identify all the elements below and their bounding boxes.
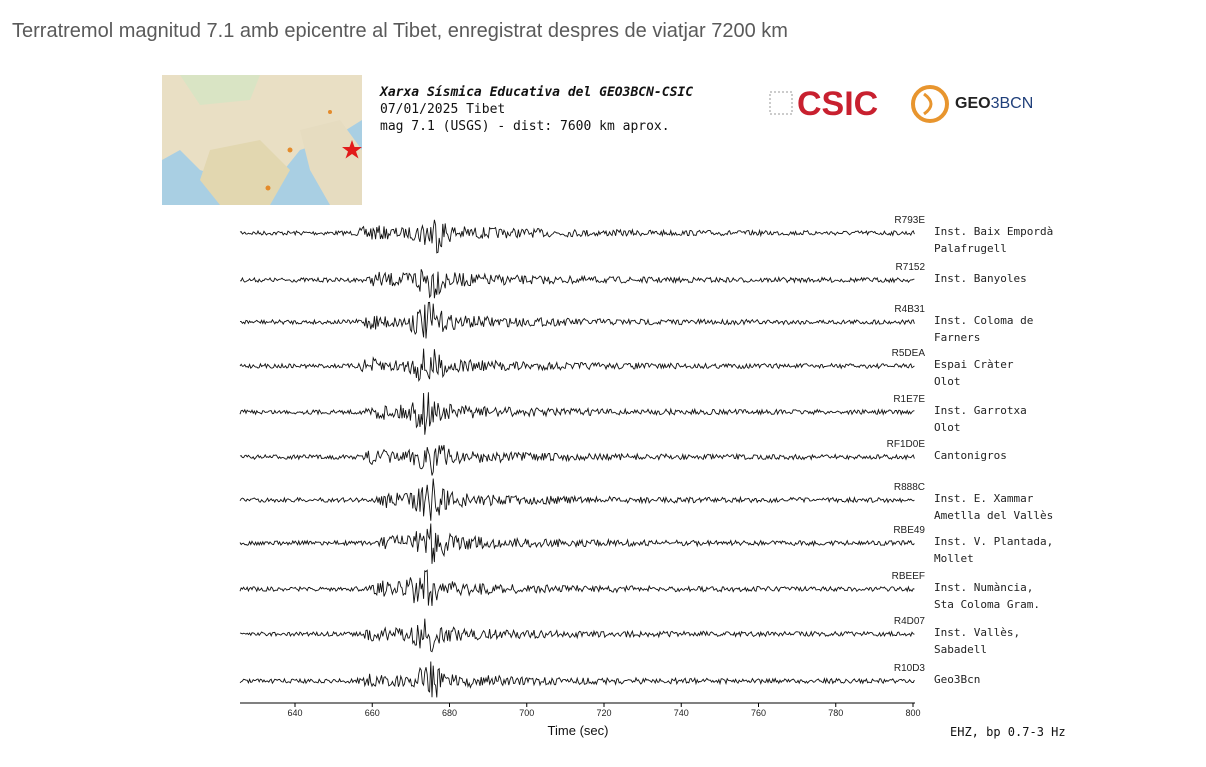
station-code: R10D3 (894, 663, 926, 674)
station-code: R1E7E (893, 394, 925, 405)
waveform (239, 478, 915, 521)
waveform (239, 661, 915, 698)
station-label: Geo3Bcn (934, 673, 980, 686)
geo-bold: GEO (955, 95, 991, 112)
station-label: Olot (934, 421, 961, 434)
station-code: RF1D0E (887, 439, 926, 450)
x-axis-ticks: 640 660 680 700 720 740 760 780 800 (287, 703, 921, 718)
seismograms: R793E Inst. Baix Empordà Palafrugell R7152 I… (239, 215, 1053, 698)
station-code: RBEEF (892, 571, 925, 582)
waveform (239, 301, 915, 339)
station-label: Inst. Numància, (934, 581, 1033, 594)
station-label: Inst. Banyoles (934, 272, 1027, 285)
waveform (239, 618, 915, 653)
station-label: Inst. V. Plantada, (934, 535, 1053, 548)
x-tick-label: 780 (828, 708, 843, 718)
x-axis-label: Time (sec) (548, 723, 609, 738)
station-label: Inst. Vallès, (934, 626, 1020, 639)
station-label: Inst. Baix Empordà (934, 225, 1053, 238)
station-label: Farners (934, 331, 980, 344)
geo3bcn-text: GEO3BCN (955, 95, 1033, 112)
figure-heading: Xarxa Sísmica Educativa del GEO3BCN-CSIC (379, 85, 693, 100)
station-label: Ametlla del Vallès (934, 509, 1053, 522)
x-tick-label: 640 (287, 708, 302, 718)
x-tick-label: 720 (596, 708, 611, 718)
figure-date: 07/01/2025 Tibet (380, 102, 505, 117)
figure-magnitude: mag 7.1 (USGS) - dist: 7600 km aprox. (380, 119, 670, 134)
x-tick-label: 680 (442, 708, 457, 718)
station-code: R4D07 (894, 616, 926, 627)
station-code: R4B31 (894, 304, 925, 315)
station-code: R793E (894, 215, 925, 226)
geo-light: 3BCN (991, 95, 1034, 112)
station-label: Inst. Coloma de (934, 314, 1033, 327)
station-label: Sabadell (934, 643, 987, 656)
filter-note: EHZ, bp 0.7-3 Hz (950, 725, 1066, 739)
x-tick-label: 700 (519, 708, 534, 718)
station-label: Cantonigros (934, 449, 1007, 462)
page-title: Terratremol magnitud 7.1 amb epicentre a… (12, 20, 788, 42)
station-label: Palafrugell (934, 242, 1007, 255)
waveform (239, 219, 915, 254)
csic-logo: CSIC GEO3BCN (769, 85, 1033, 123)
x-tick-label: 740 (674, 708, 689, 718)
station-code: R888C (894, 482, 925, 493)
station-label: Mollet (934, 552, 974, 565)
waveform (239, 392, 915, 435)
map (162, 75, 362, 205)
waveform (239, 348, 915, 383)
station-label: Inst. Garrotxa (934, 404, 1027, 417)
station-code: R5DEA (892, 348, 926, 359)
waveform (240, 269, 915, 299)
csic-text: CSIC (797, 85, 878, 123)
waveform (239, 569, 915, 606)
x-tick-label: 800 (905, 708, 920, 718)
station-label: Espai Cràter (934, 358, 1014, 371)
station-code: RBE49 (893, 525, 925, 536)
station-label: Sta Coloma Gram. (934, 598, 1040, 611)
station-code: R7152 (896, 262, 926, 273)
waveform (239, 444, 915, 476)
x-tick-label: 660 (365, 708, 380, 718)
station-label: Olot (934, 375, 961, 388)
station-label: Inst. E. Xammar (934, 492, 1034, 505)
x-tick-label: 760 (751, 708, 766, 718)
waveform (239, 523, 915, 564)
